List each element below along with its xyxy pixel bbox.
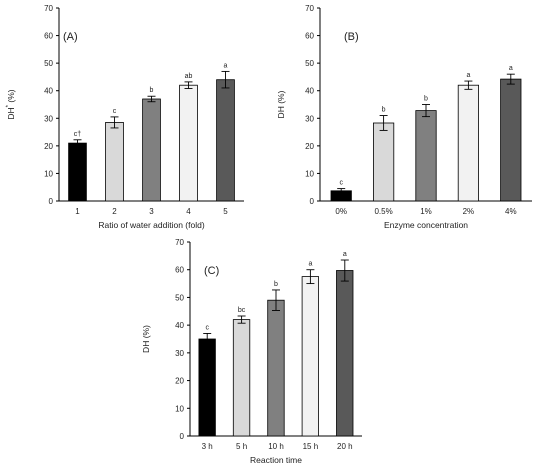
y-axis-label: DH* (%) — [6, 89, 16, 119]
y-tick-label: 30 — [305, 114, 314, 123]
x-tick-label: 1 — [75, 207, 80, 216]
y-tick-label: 20 — [44, 142, 53, 151]
bar — [500, 78, 522, 202]
x-tick-label: 1% — [420, 207, 432, 216]
y-tick-label: 40 — [44, 87, 53, 96]
x-tick-label: 10 h — [268, 442, 284, 451]
y-tick-label: 0 — [310, 197, 315, 206]
significance-label: b — [382, 107, 386, 114]
significance-label: a — [466, 72, 470, 79]
significance-label: c† — [74, 131, 82, 138]
x-axis-label: Reaction time — [250, 455, 302, 465]
panel-c: 0 10 20 30 40 50 60 70 c 3 h bc 5 h b 10 h a 15 h a 20 h R… — [141, 238, 362, 465]
y-axis-label: DH (%) — [276, 90, 286, 118]
bar — [336, 270, 354, 437]
significance-label: a — [308, 261, 312, 268]
panel-a: 0 10 20 30 40 50 60 70 c† 1 c 2 b 3 ab 4 a 5 Ratio of wate… — [6, 4, 244, 230]
panel-label: (B) — [344, 31, 359, 43]
bar — [301, 276, 320, 437]
x-tick-label: 0.5% — [374, 207, 392, 216]
y-tick-label: 50 — [175, 293, 184, 302]
y-tick-label: 20 — [305, 142, 314, 151]
y-tick-label: 60 — [175, 266, 184, 275]
bar — [68, 142, 87, 202]
significance-label: a — [343, 251, 347, 258]
y-tick-label: 70 — [305, 4, 314, 13]
x-tick-label: 3 — [149, 207, 154, 216]
x-tick-label: 15 h — [303, 442, 319, 451]
significance-label: c — [339, 180, 343, 187]
y-tick-label: 30 — [44, 114, 53, 123]
y-tick-label: 40 — [175, 321, 184, 330]
significance-label: c — [113, 108, 117, 115]
y-axis-label-unit: (%) — [6, 89, 16, 105]
y-axis-label: DH (%) — [141, 325, 151, 353]
y-tick-label: 40 — [305, 87, 314, 96]
significance-label: a — [224, 62, 228, 69]
significance-label: b — [424, 96, 428, 103]
bar — [198, 338, 216, 437]
bar — [267, 299, 285, 437]
y-axis-label-main: DH — [6, 107, 16, 119]
y-tick-label: 30 — [175, 349, 184, 358]
significance-label: b — [150, 87, 154, 94]
x-axis-label: Ratio of water addition (fold) — [98, 220, 204, 230]
panel-label: (C) — [204, 265, 219, 277]
bar — [457, 84, 480, 202]
y-tick-label: 20 — [175, 377, 184, 386]
significance-label: c — [205, 324, 209, 331]
y-tick-label: 10 — [305, 169, 314, 178]
x-tick-label: 4% — [505, 207, 517, 216]
bar — [142, 98, 161, 202]
x-tick-label: 4 — [186, 207, 191, 216]
y-tick-label: 60 — [44, 32, 53, 41]
panel-b: 0 10 20 30 40 50 60 70 c 0% b 0.5% b 1% a 2% a 4% Enzyme c… — [276, 4, 532, 230]
bar — [372, 122, 395, 202]
x-axis-label: Enzyme concentration — [384, 220, 468, 230]
y-tick-label: 50 — [44, 59, 53, 68]
y-axis-label-sup: * — [6, 104, 12, 107]
y-tick-label: 0 — [180, 432, 185, 441]
x-tick-label: 5 — [223, 207, 228, 216]
bar — [232, 319, 251, 437]
y-tick-label: 70 — [175, 238, 184, 247]
y-tick-label: 10 — [175, 404, 184, 413]
x-tick-label: 0% — [335, 207, 347, 216]
significance-label: ab — [185, 73, 193, 80]
bar — [179, 84, 198, 202]
x-tick-label: 2 — [112, 207, 117, 216]
significance-label: bc — [238, 307, 246, 314]
y-tick-label: 60 — [305, 32, 314, 41]
significance-label: b — [274, 281, 278, 288]
x-tick-label: 2% — [463, 207, 475, 216]
x-tick-label: 20 h — [337, 442, 353, 451]
bar — [415, 110, 437, 202]
significance-label: a — [509, 65, 513, 72]
y-tick-label: 0 — [49, 197, 54, 206]
y-tick-label: 50 — [305, 59, 314, 68]
bar — [105, 122, 124, 202]
y-tick-label: 10 — [44, 169, 53, 178]
x-tick-label: 3 h — [202, 442, 213, 451]
y-tick-label: 70 — [44, 4, 53, 13]
panel-label: (A) — [63, 31, 78, 43]
bar — [216, 79, 235, 202]
x-tick-label: 5 h — [236, 442, 247, 451]
